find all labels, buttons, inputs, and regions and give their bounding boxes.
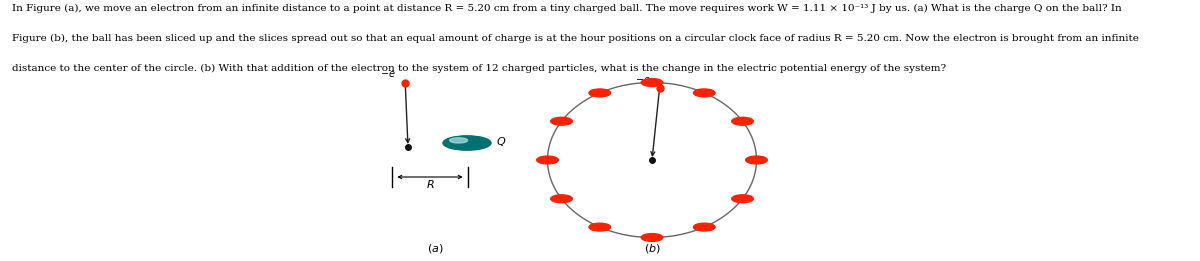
Ellipse shape [450, 138, 468, 143]
Ellipse shape [641, 234, 662, 241]
Ellipse shape [641, 79, 662, 86]
Ellipse shape [551, 195, 572, 203]
Text: Figure (b), the ball has been sliced up and the slices spread out so that an equ: Figure (b), the ball has been sliced up … [12, 34, 1139, 43]
Text: $-e$: $-e$ [379, 69, 396, 79]
Text: $(b)$: $(b)$ [643, 242, 660, 255]
Ellipse shape [589, 89, 611, 97]
Ellipse shape [745, 156, 767, 164]
Text: $-e$: $-e$ [635, 75, 650, 85]
Ellipse shape [732, 195, 754, 203]
Ellipse shape [551, 117, 572, 125]
Ellipse shape [536, 156, 558, 164]
Text: distance to the center of the circle. (b) With that addition of the electron to : distance to the center of the circle. (b… [12, 64, 946, 73]
Ellipse shape [694, 223, 715, 231]
Text: In Figure (a), we move an electron from an infinite distance to a point at dista: In Figure (a), we move an electron from … [12, 4, 1122, 13]
Text: $Q$: $Q$ [496, 135, 506, 148]
Ellipse shape [589, 223, 611, 231]
Ellipse shape [694, 89, 715, 97]
Text: $(a)$: $(a)$ [427, 242, 443, 255]
Ellipse shape [732, 117, 754, 125]
Ellipse shape [443, 136, 491, 150]
Text: $R$: $R$ [426, 178, 434, 190]
